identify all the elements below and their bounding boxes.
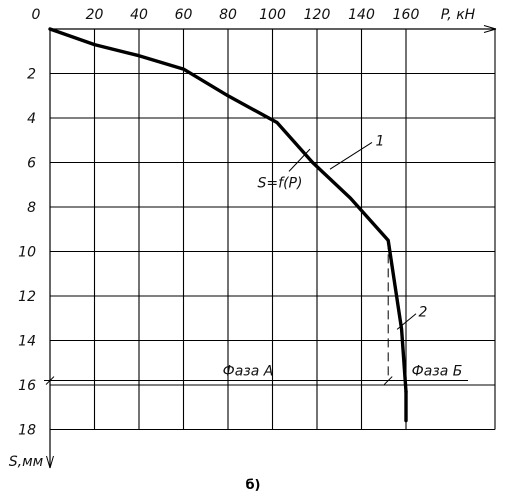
figure-caption: б): [245, 478, 261, 493]
x-axis-label: P, кН: [441, 7, 476, 23]
annotations: Фаза А Фаза Б S=f(P) 1 2: [44, 133, 468, 385]
y-axis-arrow: [46, 455, 54, 469]
x-tick-label: 0: [32, 7, 41, 23]
grid: [50, 29, 496, 431]
y-tick-label: 16: [18, 378, 36, 394]
y-tick-label: 18: [18, 423, 36, 439]
x-tick-label: 80: [219, 7, 237, 23]
y-tick-label: 8: [27, 200, 36, 216]
x-tick-label: 100: [259, 7, 286, 23]
x-tick-label: 20: [86, 7, 104, 23]
marker-2-leader: [396, 313, 417, 330]
phase-b-label: Фаза Б: [412, 364, 463, 380]
y-tick-label: 2: [27, 67, 36, 83]
dimension-tick: [383, 376, 393, 385]
y-tick-label: 10: [18, 245, 36, 261]
x-axis-arrow: [483, 25, 497, 33]
x-tick-label: 40: [130, 7, 148, 23]
marker-2-label: 2: [419, 305, 428, 321]
x-tick-label: 160: [393, 7, 420, 23]
y-tick-label: 12: [18, 289, 36, 305]
y-tick-label: 4: [27, 111, 36, 127]
marker-1-label: 1: [376, 133, 385, 149]
curve-label-leader: [288, 148, 311, 172]
y-tick-label: 6: [27, 156, 36, 172]
curve-label: S=f(P): [258, 176, 303, 192]
y-tick-label: 14: [18, 334, 36, 350]
marker-1-leader: [329, 142, 373, 170]
load-settlement-curve: [48, 27, 408, 394]
series: [48, 27, 408, 423]
x-tick-label: 140: [348, 7, 375, 23]
axes: [46, 25, 497, 469]
y-axis-label: S,мм: [9, 454, 44, 470]
phase-a-label: Фаза А: [223, 364, 274, 380]
x-tick-label: 60: [175, 7, 193, 23]
x-tick-label: 120: [304, 7, 331, 23]
dimension-tick: [45, 376, 55, 385]
